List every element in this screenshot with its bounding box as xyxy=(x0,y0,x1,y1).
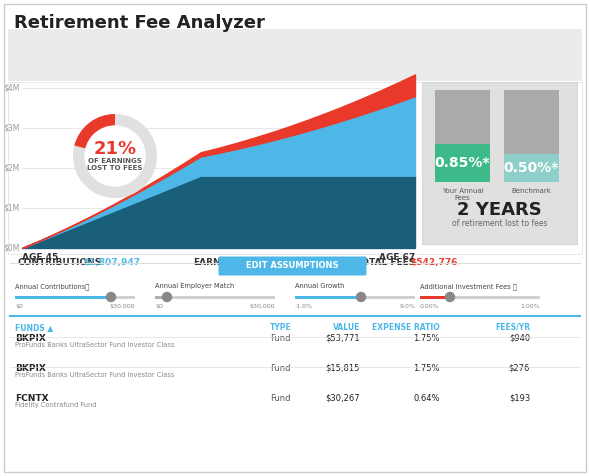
Bar xyxy=(15,296,135,299)
Text: 1.75%: 1.75% xyxy=(414,364,440,373)
Text: $30,000: $30,000 xyxy=(110,304,135,309)
Text: FEES/YR: FEES/YR xyxy=(495,323,530,332)
Text: EDIT ASSUMPTIONS: EDIT ASSUMPTIONS xyxy=(246,261,339,270)
Text: AGE 67: AGE 67 xyxy=(379,253,415,262)
Text: $276: $276 xyxy=(509,364,530,373)
Bar xyxy=(420,296,540,299)
Bar xyxy=(8,82,582,254)
Bar xyxy=(15,296,111,299)
Text: Fund: Fund xyxy=(270,394,290,403)
Text: FUNDS ▲: FUNDS ▲ xyxy=(15,323,53,332)
Text: Your Annual
Fees: Your Annual Fees xyxy=(442,188,483,201)
Text: $30,000: $30,000 xyxy=(250,304,275,309)
Text: LOST TO FEES: LOST TO FEES xyxy=(87,165,143,171)
Text: $4M: $4M xyxy=(4,83,20,92)
Text: BKPIX: BKPIX xyxy=(15,334,46,343)
Text: ProFunds Banks UltraSector Fund Investor Class: ProFunds Banks UltraSector Fund Investor… xyxy=(15,372,175,378)
Text: $53,771: $53,771 xyxy=(325,334,360,343)
Bar xyxy=(295,296,415,299)
Circle shape xyxy=(85,126,145,186)
Text: 0.64%: 0.64% xyxy=(414,394,440,403)
Text: -1.0%: -1.0% xyxy=(295,304,313,309)
Text: Fidelity Contrafund Fund: Fidelity Contrafund Fund xyxy=(15,402,97,408)
Bar xyxy=(420,296,450,299)
Text: Fund: Fund xyxy=(270,334,290,343)
Bar xyxy=(295,296,361,299)
Text: $0M: $0M xyxy=(4,244,20,252)
Text: Annual Contributionsⓘ: Annual Contributionsⓘ xyxy=(15,283,89,289)
Text: BKPIX: BKPIX xyxy=(15,364,46,373)
Wedge shape xyxy=(74,114,115,149)
Text: 1.00%: 1.00% xyxy=(520,304,540,309)
Circle shape xyxy=(107,292,116,301)
Text: AGE 45: AGE 45 xyxy=(22,253,58,262)
Text: Additional Investment Fees ⓘ: Additional Investment Fees ⓘ xyxy=(420,283,517,289)
Text: $542,776: $542,776 xyxy=(410,258,457,267)
Text: EARNINGS: EARNINGS xyxy=(193,258,245,267)
Text: 9.0%: 9.0% xyxy=(399,304,415,309)
FancyBboxPatch shape xyxy=(218,257,366,276)
Text: 0.50%*: 0.50%* xyxy=(504,161,559,175)
Text: 21%: 21% xyxy=(93,140,136,158)
Text: $193: $193 xyxy=(509,394,530,403)
Text: $0: $0 xyxy=(15,304,23,309)
Text: Annual Growth: Annual Growth xyxy=(295,283,345,289)
Bar xyxy=(422,82,577,244)
Circle shape xyxy=(445,292,454,301)
Text: $1,807,947: $1,807,947 xyxy=(83,258,140,267)
Bar xyxy=(504,90,559,154)
Text: Annual Employer Match: Annual Employer Match xyxy=(155,283,234,289)
Text: $940: $940 xyxy=(509,334,530,343)
Text: FCNTX: FCNTX xyxy=(15,394,48,403)
Text: ProFunds Banks UltraSector Fund Investor Class: ProFunds Banks UltraSector Fund Investor… xyxy=(15,342,175,348)
Bar xyxy=(435,144,490,182)
Text: $1M: $1M xyxy=(4,204,20,212)
Text: 1.75%: 1.75% xyxy=(414,334,440,343)
Text: TYPE: TYPE xyxy=(270,323,291,332)
Circle shape xyxy=(356,292,365,301)
Bar xyxy=(155,296,167,299)
Text: CONTRIBUTIONS: CONTRIBUTIONS xyxy=(18,258,102,267)
Wedge shape xyxy=(73,114,157,198)
Text: 2 YEARS: 2 YEARS xyxy=(457,201,542,219)
Bar xyxy=(8,29,582,81)
Text: 0.00%: 0.00% xyxy=(420,304,440,309)
Text: $30,267: $30,267 xyxy=(325,394,360,403)
Bar xyxy=(435,90,490,144)
Text: Fund: Fund xyxy=(270,364,290,373)
Text: 0.85%*: 0.85%* xyxy=(435,156,490,170)
Text: of retirement lost to fees: of retirement lost to fees xyxy=(452,219,548,228)
Bar xyxy=(504,154,559,182)
Text: $0: $0 xyxy=(155,304,163,309)
Text: $2M: $2M xyxy=(4,163,20,172)
Text: Benchmark: Benchmark xyxy=(512,188,552,194)
Text: OF EARNINGS: OF EARNINGS xyxy=(88,158,142,164)
Text: EXPENSE RATIO: EXPENSE RATIO xyxy=(372,323,440,332)
Text: TOTAL FEES: TOTAL FEES xyxy=(355,258,415,267)
Bar xyxy=(155,296,275,299)
Text: $15,815: $15,815 xyxy=(326,364,360,373)
Circle shape xyxy=(162,292,172,301)
Text: Retirement Fee Analyzer: Retirement Fee Analyzer xyxy=(14,14,265,32)
Text: $1,988,358: $1,988,358 xyxy=(245,258,302,267)
Text: $3M: $3M xyxy=(4,123,20,132)
Text: VALUE: VALUE xyxy=(333,323,360,332)
